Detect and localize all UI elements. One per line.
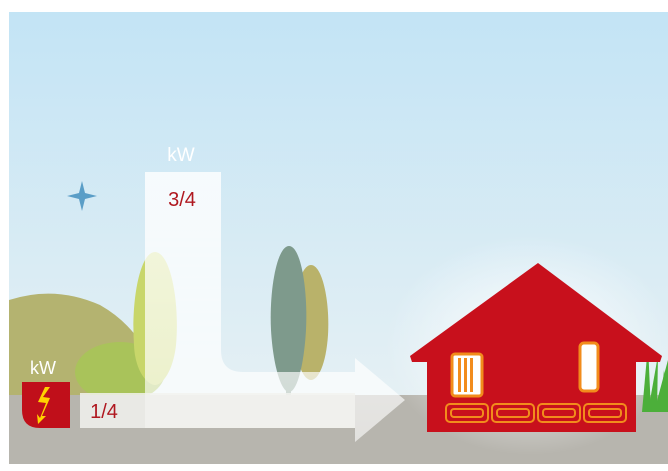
sparkle-icon xyxy=(67,181,97,211)
ambient-energy-flow-arrow xyxy=(145,172,405,442)
top-unit-label: kW xyxy=(167,145,195,166)
top-fraction-label: 3/4 xyxy=(168,189,196,211)
tree-dark xyxy=(270,246,307,392)
bottom-fraction-label: 1/4 xyxy=(90,401,118,423)
underfloor-heating-icon xyxy=(445,403,627,423)
source-unit-label: kW xyxy=(30,358,56,378)
window-right xyxy=(578,341,600,393)
electricity-flow-band xyxy=(80,393,355,428)
house xyxy=(410,263,662,432)
lightning-icon xyxy=(37,387,50,424)
